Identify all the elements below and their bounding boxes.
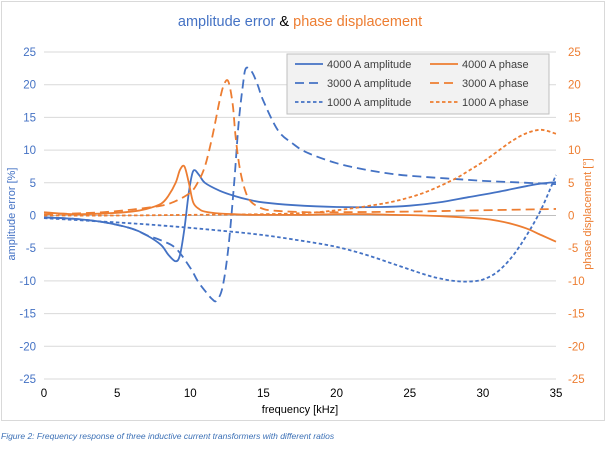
- legend-items: 4000 A amplitude 3000 A amplitude 1000 A a…: [295, 59, 529, 109]
- y-right-tick-label: -15: [568, 309, 585, 321]
- chart-title-amplitude-part: amplitude error: [178, 14, 276, 30]
- x-tick-labels: 0 5 10 15 20 25 30 35: [41, 388, 563, 400]
- y-right-tick-labels: -25 -20 -15 -10 -5 0 5 10 15 20 25: [568, 47, 585, 386]
- chart-title-phase-part: phase displacement: [293, 14, 422, 30]
- y-left-tick-label: -10: [19, 276, 36, 288]
- x-axis-title: frequency [kHz]: [262, 404, 338, 416]
- chart-title-connector: &: [275, 14, 293, 30]
- chart-title: amplitude error & phase displacement: [178, 14, 422, 30]
- x-tick-label: 30: [476, 388, 489, 400]
- x-tick-label: 35: [550, 388, 563, 400]
- legend: 4000 A amplitude 3000 A amplitude 1000 A a…: [286, 53, 550, 115]
- y-left-tick-label: 5: [30, 178, 36, 190]
- x-tick-label: 10: [184, 388, 197, 400]
- legend-box: [286, 53, 550, 115]
- series-line-4000-a-phase: [43, 164, 557, 243]
- y-right-tick-label: 10: [568, 145, 581, 157]
- x-tick-label: 5: [114, 388, 120, 400]
- y-right-tick-label: -25: [568, 374, 585, 386]
- x-tick-label: 20: [330, 388, 343, 400]
- y-left-tick-label: 15: [23, 112, 36, 124]
- y-left-tick-label: -5: [26, 243, 36, 255]
- y-left-axis-title: amplitude error [%]: [6, 168, 18, 261]
- y-right-tick-label: 20: [568, 80, 581, 92]
- y-right-tick-label: 15: [568, 112, 581, 124]
- y-left-tick-label: -20: [19, 341, 36, 353]
- legend-label: 1000 A amplitude: [327, 97, 411, 109]
- y-right-tick-label: -5: [568, 243, 578, 255]
- x-tick-label: 15: [257, 388, 270, 400]
- y-right-tick-label: 5: [568, 178, 574, 190]
- y-left-tick-label: 25: [23, 47, 36, 59]
- series-line-3000-a-amplitude: [43, 66, 557, 303]
- y-right-tick-label: -20: [568, 341, 585, 353]
- series-line-1000-a-phase: [43, 128, 557, 217]
- y-right-axis-title: phase displacement [°]: [582, 158, 594, 269]
- legend-label: 1000 A phase: [462, 97, 529, 109]
- y-left-tick-label: 20: [23, 80, 36, 92]
- legend-label: 3000 A phase: [462, 78, 529, 90]
- y-right-tick-label: -10: [568, 276, 585, 288]
- y-right-tick-label: 25: [568, 47, 581, 59]
- y-left-tick-label: 0: [30, 211, 36, 223]
- figure-caption: Figure 2: Frequency response of three in…: [1, 431, 335, 441]
- series-line-4000-a-amplitude: [43, 169, 557, 263]
- legend-label: 3000 A amplitude: [327, 78, 411, 90]
- y-left-tick-label: -25: [19, 374, 36, 386]
- data-series: [43, 66, 557, 303]
- legend-label: 4000 A amplitude: [327, 59, 411, 71]
- y-left-tick-label: -15: [19, 309, 36, 321]
- series-line-3000-a-phase: [43, 79, 557, 216]
- x-tick-label: 0: [41, 388, 47, 400]
- series-line-1000-a-amplitude: [43, 174, 557, 283]
- y-right-tick-label: 0: [568, 211, 574, 223]
- chart: amplitude error & phase displacement 0 5 1…: [6, 14, 594, 416]
- y-left-tick-label: 10: [23, 145, 36, 157]
- x-tick-label: 25: [403, 388, 416, 400]
- y-left-tick-labels: -25 -20 -15 -10 -5 0 5 10 15 20 25: [19, 47, 36, 386]
- legend-label: 4000 A phase: [462, 59, 529, 71]
